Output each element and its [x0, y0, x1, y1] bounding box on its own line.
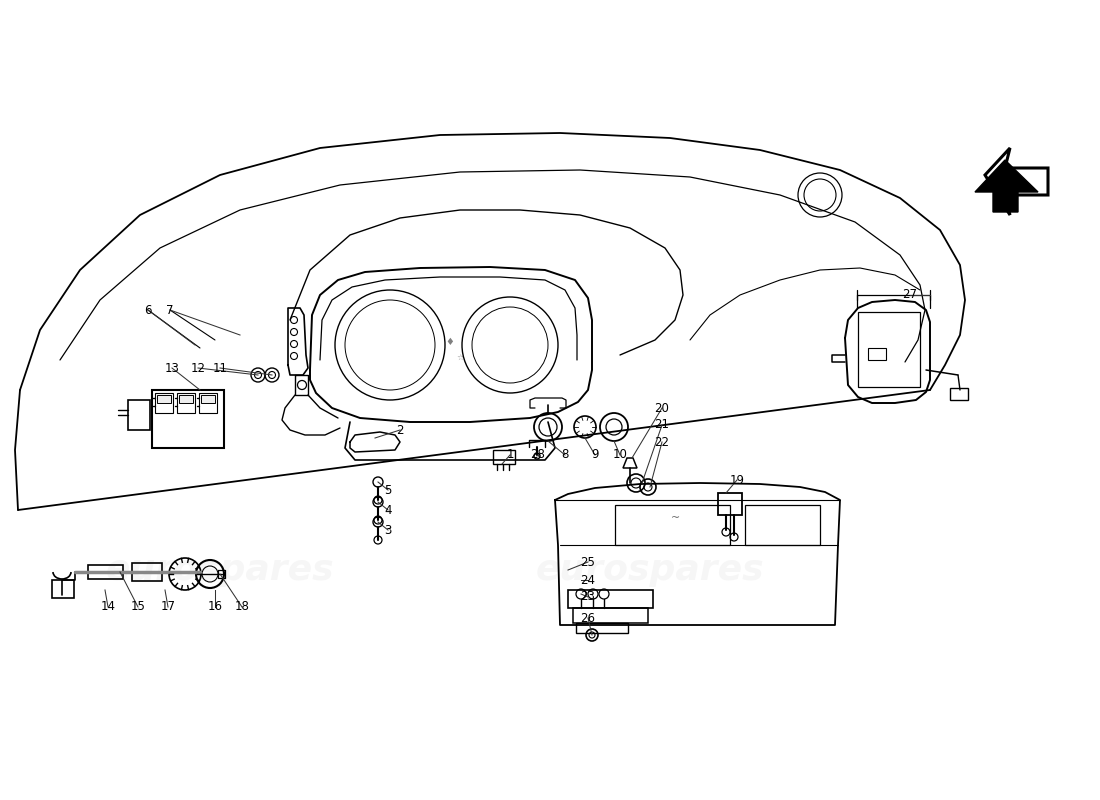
Bar: [177, 393, 195, 413]
Text: 10: 10: [613, 449, 627, 462]
Bar: [568, 590, 653, 608]
Bar: [858, 312, 920, 387]
Text: 21: 21: [654, 418, 670, 431]
Bar: [573, 608, 648, 623]
Text: 27: 27: [902, 289, 917, 302]
Text: 16: 16: [208, 601, 222, 614]
Bar: [615, 505, 730, 545]
Bar: [128, 400, 150, 430]
Text: eurospares: eurospares: [106, 553, 334, 587]
Text: 25: 25: [581, 555, 595, 569]
Bar: [576, 623, 628, 633]
Text: 2: 2: [396, 423, 404, 437]
Text: 9: 9: [592, 449, 598, 462]
Text: ♦: ♦: [446, 337, 454, 347]
Bar: [493, 450, 515, 464]
Bar: [155, 393, 173, 413]
Bar: [132, 563, 162, 581]
Bar: [157, 395, 170, 403]
Text: 5: 5: [384, 483, 392, 497]
Text: 22: 22: [654, 435, 670, 449]
Text: 7: 7: [166, 303, 174, 317]
Text: 8: 8: [561, 449, 569, 462]
Text: 20: 20: [654, 402, 670, 414]
Bar: [179, 395, 192, 403]
Bar: [201, 395, 214, 403]
Bar: [88, 565, 123, 579]
Text: ☆: ☆: [456, 354, 464, 362]
Text: 13: 13: [165, 362, 179, 374]
Text: 17: 17: [161, 601, 176, 614]
Bar: [718, 493, 743, 515]
Text: 26: 26: [581, 611, 595, 625]
Bar: [52, 580, 74, 598]
Text: 12: 12: [190, 362, 206, 374]
Bar: [745, 505, 820, 545]
Bar: [152, 390, 224, 448]
Text: 1: 1: [506, 449, 514, 462]
Text: 4: 4: [384, 503, 392, 517]
Text: 24: 24: [581, 574, 595, 586]
Text: 14: 14: [100, 601, 116, 614]
Text: 15: 15: [131, 601, 145, 614]
Bar: [950, 388, 968, 400]
Text: 28: 28: [530, 449, 546, 462]
Bar: [199, 393, 217, 413]
Text: 3: 3: [384, 523, 392, 537]
Text: 23: 23: [581, 590, 595, 603]
Text: ~: ~: [670, 513, 680, 523]
Bar: [868, 348, 886, 360]
Text: 18: 18: [234, 601, 250, 614]
Text: 11: 11: [212, 362, 228, 374]
Text: 19: 19: [729, 474, 745, 486]
Text: eurospares: eurospares: [536, 553, 764, 587]
Polygon shape: [975, 160, 1038, 212]
Text: 6: 6: [144, 303, 152, 317]
